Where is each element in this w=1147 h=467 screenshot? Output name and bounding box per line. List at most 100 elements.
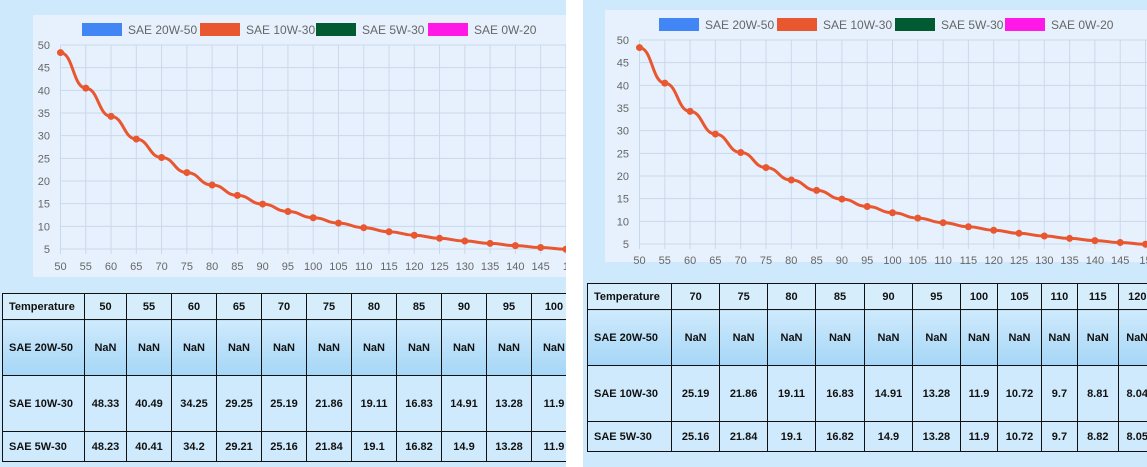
data-point[interactable] [82,84,90,92]
table-cell: 25.19 [671,365,721,422]
left-line-chart: 5 10 15 20 25 30 35 40 45 50 50 55 60 65 70 75 80 85 90 95 1… [33,15,566,277]
table-cell: 25.19 [261,375,307,432]
legend-label[interactable]: SAE 20W-50 [705,18,774,32]
legend-label[interactable]: SAE 5W-30 [362,23,425,37]
data-point[interactable] [461,237,469,245]
table-cell: 8.05 [1117,421,1147,452]
data-point[interactable] [107,112,115,120]
data-point[interactable] [436,234,444,242]
data-point[interactable] [914,214,922,222]
data-point[interactable] [939,219,947,227]
data-point[interactable] [787,176,795,184]
legend-label[interactable]: SAE 10W-30 [246,23,315,37]
table-column-header: 75 [719,283,769,310]
data-point[interactable] [686,107,694,115]
x-tick-label: 75 [181,261,193,273]
data-point[interactable] [636,44,643,52]
data-point[interactable] [1116,239,1124,247]
x-tick-label: 130 [456,261,474,273]
data-point[interactable] [360,224,368,232]
table-cell: 13.28 [911,365,961,422]
left-data-table: Temperature 50 55 60 65 70 75 80 85 90 95 100 SAE 20… [2,293,566,462]
y-tick-label: 20 [617,171,629,183]
data-point[interactable] [385,228,393,236]
table-header-label: Temperature [2,293,85,320]
y-tick-label: 20 [38,176,50,188]
data-point[interactable] [1091,237,1099,245]
data-point[interactable] [813,186,821,194]
table-cell: 11.9 [531,431,566,462]
table-cell: NaN [486,319,532,376]
x-tick-label: 105 [909,255,927,267]
data-point[interactable] [284,207,292,215]
legend-swatch[interactable] [200,23,240,36]
legend-label[interactable]: SAE 10W-30 [823,18,892,32]
data-point[interactable] [309,214,317,222]
table-cell: 48.23 [84,431,127,462]
data-point[interactable] [562,245,566,253]
x-tick-label: 70 [735,255,747,267]
table-cell: NaN [306,319,352,376]
y-tick-label: 40 [38,85,50,97]
data-point[interactable] [511,242,519,250]
data-point[interactable] [158,153,166,161]
x-tick-label: 115 [960,255,978,267]
data-point[interactable] [737,148,745,156]
data-point[interactable] [57,49,64,57]
table-cell: NaN [441,319,487,376]
data-point[interactable] [1142,240,1147,248]
y-tick-label: 35 [617,103,629,115]
legend-swatch[interactable] [777,18,817,31]
legend-swatch[interactable] [1005,18,1045,31]
table-column-header: 55 [126,293,172,320]
y-tick-label: 25 [617,148,629,160]
table-cell: 19.1 [351,431,397,462]
table-cell: NaN [261,319,307,376]
legend-swatch[interactable] [82,23,122,36]
data-point[interactable] [1040,232,1048,240]
legend-label[interactable]: SAE 5W-30 [941,18,1004,32]
table-cell: 8.81 [1077,365,1119,422]
x-tick-label: 60 [684,255,696,267]
y-tick-label: 50 [38,40,50,52]
y-tick-label: 25 [38,153,50,165]
data-point[interactable] [711,130,719,138]
table-cell: 34.25 [171,375,217,432]
data-point[interactable] [208,181,216,189]
table-cell: 34.2 [171,431,217,462]
data-point[interactable] [863,202,871,210]
legend-label[interactable]: SAE 0W-20 [474,23,537,37]
data-point[interactable] [233,191,241,199]
data-point[interactable] [537,244,545,252]
table-cell: 13.28 [911,421,961,452]
data-point[interactable] [762,164,770,172]
legend-swatch[interactable] [428,23,468,36]
table-column-header: 120 [1117,283,1147,310]
legend-label[interactable]: SAE 20W-50 [128,23,197,37]
data-point[interactable] [259,200,267,208]
table-row: SAE 20W-50 NaN NaN NaN NaN NaN NaN NaN NaN NaN NaN… [2,319,566,376]
data-point[interactable] [661,79,669,87]
table-cell: NaN [671,309,721,366]
x-tick-label: 75 [760,255,772,267]
legend-swatch[interactable] [316,23,356,36]
table-row: SAE 10W-30 25.19 21.86 19.11 16.83 14.91 13.28… [586,365,1147,422]
data-point[interactable] [183,169,191,177]
data-point[interactable] [1015,229,1023,237]
data-point[interactable] [838,195,846,203]
data-point[interactable] [990,226,998,234]
data-point[interactable] [486,239,494,247]
x-tick-label: 1 [563,261,566,273]
legend-label[interactable]: SAE 0W-20 [1051,18,1114,32]
legend-swatch[interactable] [659,18,699,31]
x-tick-label: 130 [1035,255,1053,267]
table-cell: 48.33 [84,375,127,432]
data-point[interactable] [1066,234,1074,242]
data-point[interactable] [334,219,342,227]
data-point[interactable] [132,135,140,143]
legend-swatch[interactable] [895,18,935,31]
table-cell: NaN [84,319,127,376]
data-point[interactable] [964,223,972,231]
data-point[interactable] [410,231,418,239]
data-point[interactable] [889,209,896,217]
